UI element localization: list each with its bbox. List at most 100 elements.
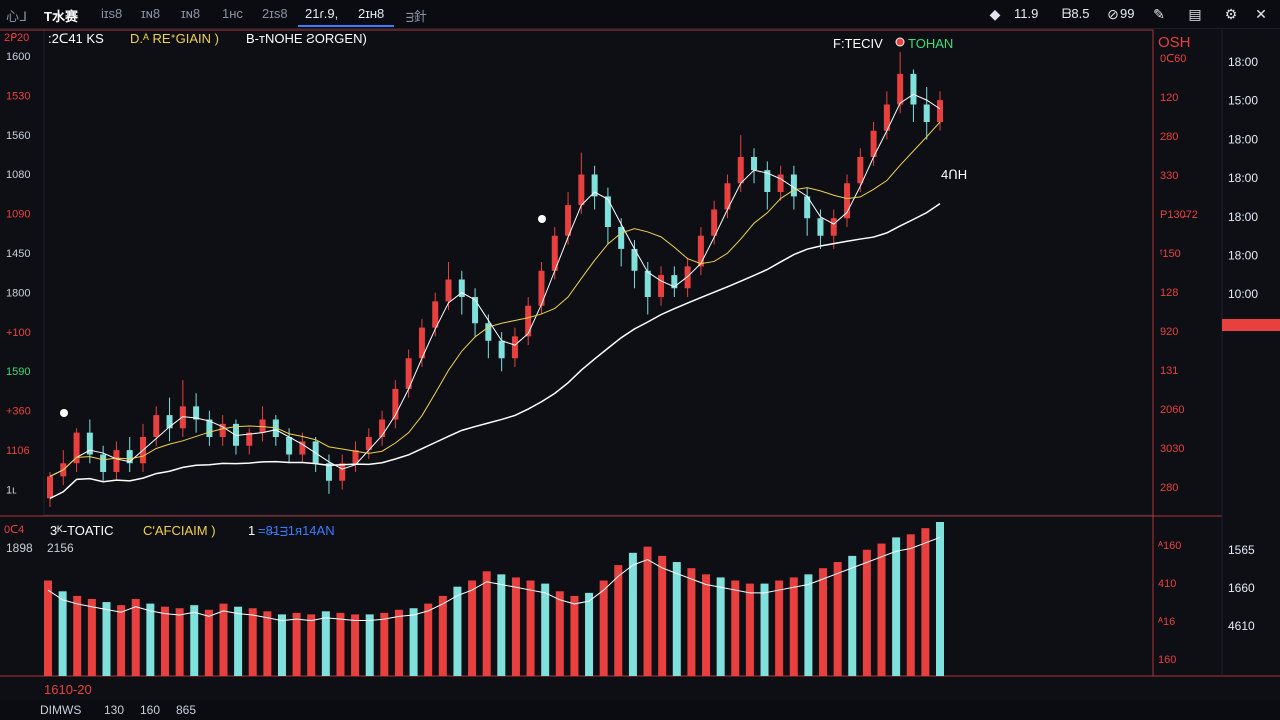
marker-dot-left bbox=[60, 409, 68, 417]
volume-bar bbox=[44, 580, 52, 676]
volume-bar bbox=[555, 591, 564, 676]
candle-body bbox=[113, 450, 120, 472]
left-axis-tick: 1800 bbox=[6, 287, 30, 299]
candle-body bbox=[658, 275, 665, 297]
volume-bar bbox=[73, 595, 82, 676]
volume-bar bbox=[87, 599, 96, 676]
volume-bar bbox=[482, 571, 491, 676]
candle-body bbox=[86, 432, 93, 455]
left-axis-tick: 1560 bbox=[6, 130, 30, 142]
volume-bar bbox=[526, 580, 535, 676]
peak-label-green: TOHAN bbox=[908, 36, 954, 51]
right-axis-tick-red: 131 bbox=[1160, 365, 1178, 377]
candle-body bbox=[883, 104, 890, 131]
volume-bar bbox=[292, 612, 301, 676]
footer-item-1[interactable]: DIMWS bbox=[40, 703, 82, 717]
calendar-icon[interactable]: ▤ bbox=[1188, 6, 1202, 22]
candle-body bbox=[458, 279, 465, 297]
main-panel-frame bbox=[43, 29, 1154, 516]
percent-icon[interactable]: ⊘ bbox=[1107, 6, 1119, 22]
volume-bar bbox=[219, 603, 228, 676]
candle-body bbox=[206, 419, 213, 437]
settings-icon[interactable]: ⚙ bbox=[1224, 6, 1238, 22]
volume-bar bbox=[511, 577, 520, 676]
right-axis-tick-red: 2060 bbox=[1160, 404, 1184, 416]
footer-item-4[interactable]: 865 bbox=[176, 703, 197, 717]
candle-body bbox=[511, 336, 518, 359]
diamond-icon[interactable]: ◆ bbox=[989, 6, 1001, 22]
candle-body bbox=[153, 415, 160, 437]
candle-body bbox=[631, 248, 638, 271]
volume-bar bbox=[497, 574, 506, 676]
candle-body bbox=[777, 174, 784, 192]
tab-4[interactable]: ɪɴ8 bbox=[181, 6, 201, 21]
candle-body bbox=[644, 270, 651, 297]
right-axis-tick-red: 280 bbox=[1160, 482, 1178, 494]
volume-bar bbox=[921, 528, 930, 676]
tab-6[interactable]: 2ɪs8 bbox=[262, 6, 288, 21]
footer-item-2[interactable]: 130 bbox=[104, 703, 125, 717]
volume-bar bbox=[321, 611, 330, 676]
candle-body bbox=[764, 170, 771, 192]
candle-body bbox=[897, 73, 904, 105]
volume-right-tick-white: 1565 bbox=[1228, 543, 1255, 557]
tab-2[interactable]: iɪs8 bbox=[101, 6, 123, 21]
tab-8[interactable]: 2ɪʜ8 bbox=[358, 6, 385, 21]
legend-main-2: D.ᴬ REᐩGIAIN ) bbox=[130, 31, 219, 46]
left-axis-tick: 1ʟ bbox=[6, 484, 17, 496]
right-axis-tick-red: ᵗ150 bbox=[1160, 248, 1181, 260]
legend-vol-4: =8̶1ᴟ1ᴙ14AN bbox=[258, 523, 335, 538]
pencil-icon[interactable]: ✎ bbox=[1153, 6, 1165, 22]
right-axis-tick-red: 128 bbox=[1160, 287, 1178, 299]
candle-body bbox=[418, 327, 425, 359]
volume-bar bbox=[541, 583, 550, 676]
volume-right-tick-red: 410 bbox=[1158, 578, 1176, 590]
top-toolbar: 心ᒧ T水赛 iɪs8 ɪɴ8 ɪɴ8 1ʜс 2ɪs8 21ɾ.9, 2ɪʜ8… bbox=[0, 0, 1280, 29]
candle-body bbox=[844, 183, 851, 219]
volume-ma-line bbox=[47, 536, 941, 622]
left-axis-tick: 1090 bbox=[6, 209, 30, 221]
marker-dot-mid bbox=[538, 215, 546, 223]
right-axis-tick-red: 0ᑕ60 bbox=[1160, 53, 1186, 65]
footer-item-3[interactable]: 160 bbox=[140, 703, 161, 717]
volume-bar bbox=[716, 577, 725, 676]
candle-body bbox=[870, 130, 877, 157]
candle-body bbox=[179, 406, 186, 429]
footer-bar: DIMWS 130 160 865 bbox=[0, 700, 1280, 720]
volume-bar bbox=[628, 552, 637, 676]
stat-2: ᗷ8.5 bbox=[1062, 6, 1090, 21]
volume-bar bbox=[936, 522, 944, 676]
volume-right-tick-red: ᴬ16 bbox=[1157, 616, 1175, 628]
tab-5[interactable]: 1ʜс bbox=[222, 6, 243, 21]
volume-bar bbox=[760, 583, 769, 676]
volume-bar bbox=[277, 614, 286, 676]
volume-bar bbox=[731, 580, 740, 676]
candle-body bbox=[392, 388, 399, 420]
tab-0[interactable]: 心ᒧ bbox=[6, 9, 27, 24]
right-axis-tick-red: P130̶72 bbox=[1160, 209, 1198, 221]
right-axis-tick-white: 15:00 bbox=[1228, 94, 1258, 108]
candle-body bbox=[432, 301, 439, 328]
volume-bar bbox=[906, 534, 915, 676]
volume-bar bbox=[102, 602, 111, 676]
tab-3[interactable]: ɪɴ8 bbox=[141, 6, 161, 21]
candle-body bbox=[485, 323, 492, 341]
candle-body bbox=[751, 157, 758, 171]
close-icon[interactable]: ✕ bbox=[1255, 6, 1267, 22]
candle-body bbox=[737, 157, 744, 184]
right-axis-tick-red: 330 bbox=[1160, 170, 1178, 182]
candle-body bbox=[578, 174, 585, 206]
tab-brand[interactable]: T水赛 bbox=[44, 9, 78, 24]
candle-body bbox=[339, 463, 346, 481]
tab-9[interactable]: ᴟ針 bbox=[406, 9, 427, 24]
left-axis-tick: 1450 bbox=[6, 248, 30, 260]
tab-7[interactable]: 21ɾ.9, bbox=[305, 6, 339, 21]
candle-body bbox=[937, 100, 943, 122]
candle-body bbox=[830, 218, 837, 236]
candle-body bbox=[910, 73, 917, 105]
candle-body bbox=[219, 423, 226, 437]
volume-bar bbox=[204, 609, 213, 676]
volume-bar bbox=[438, 595, 447, 676]
candle-body bbox=[790, 174, 797, 197]
volume-bar bbox=[394, 609, 403, 676]
